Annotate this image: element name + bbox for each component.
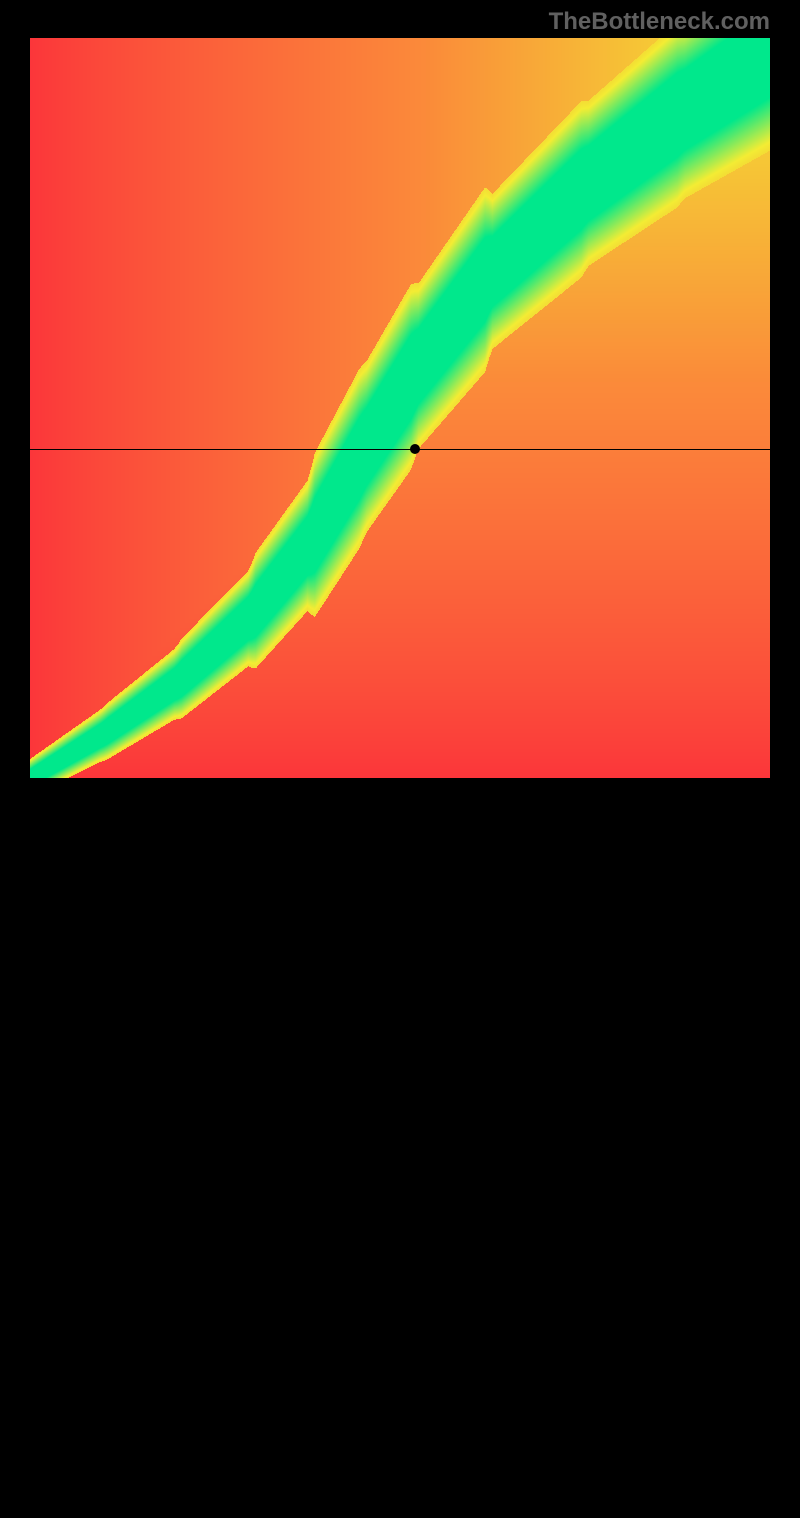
crosshair-horizontal	[30, 449, 770, 450]
crosshair-vertical	[415, 778, 416, 1518]
heatmap-canvas	[30, 38, 770, 778]
watermark-text: TheBottleneck.com	[549, 8, 770, 36]
heatmap-plot	[30, 38, 770, 778]
data-point-marker	[410, 444, 420, 454]
chart-container: TheBottleneck.com	[0, 0, 800, 800]
